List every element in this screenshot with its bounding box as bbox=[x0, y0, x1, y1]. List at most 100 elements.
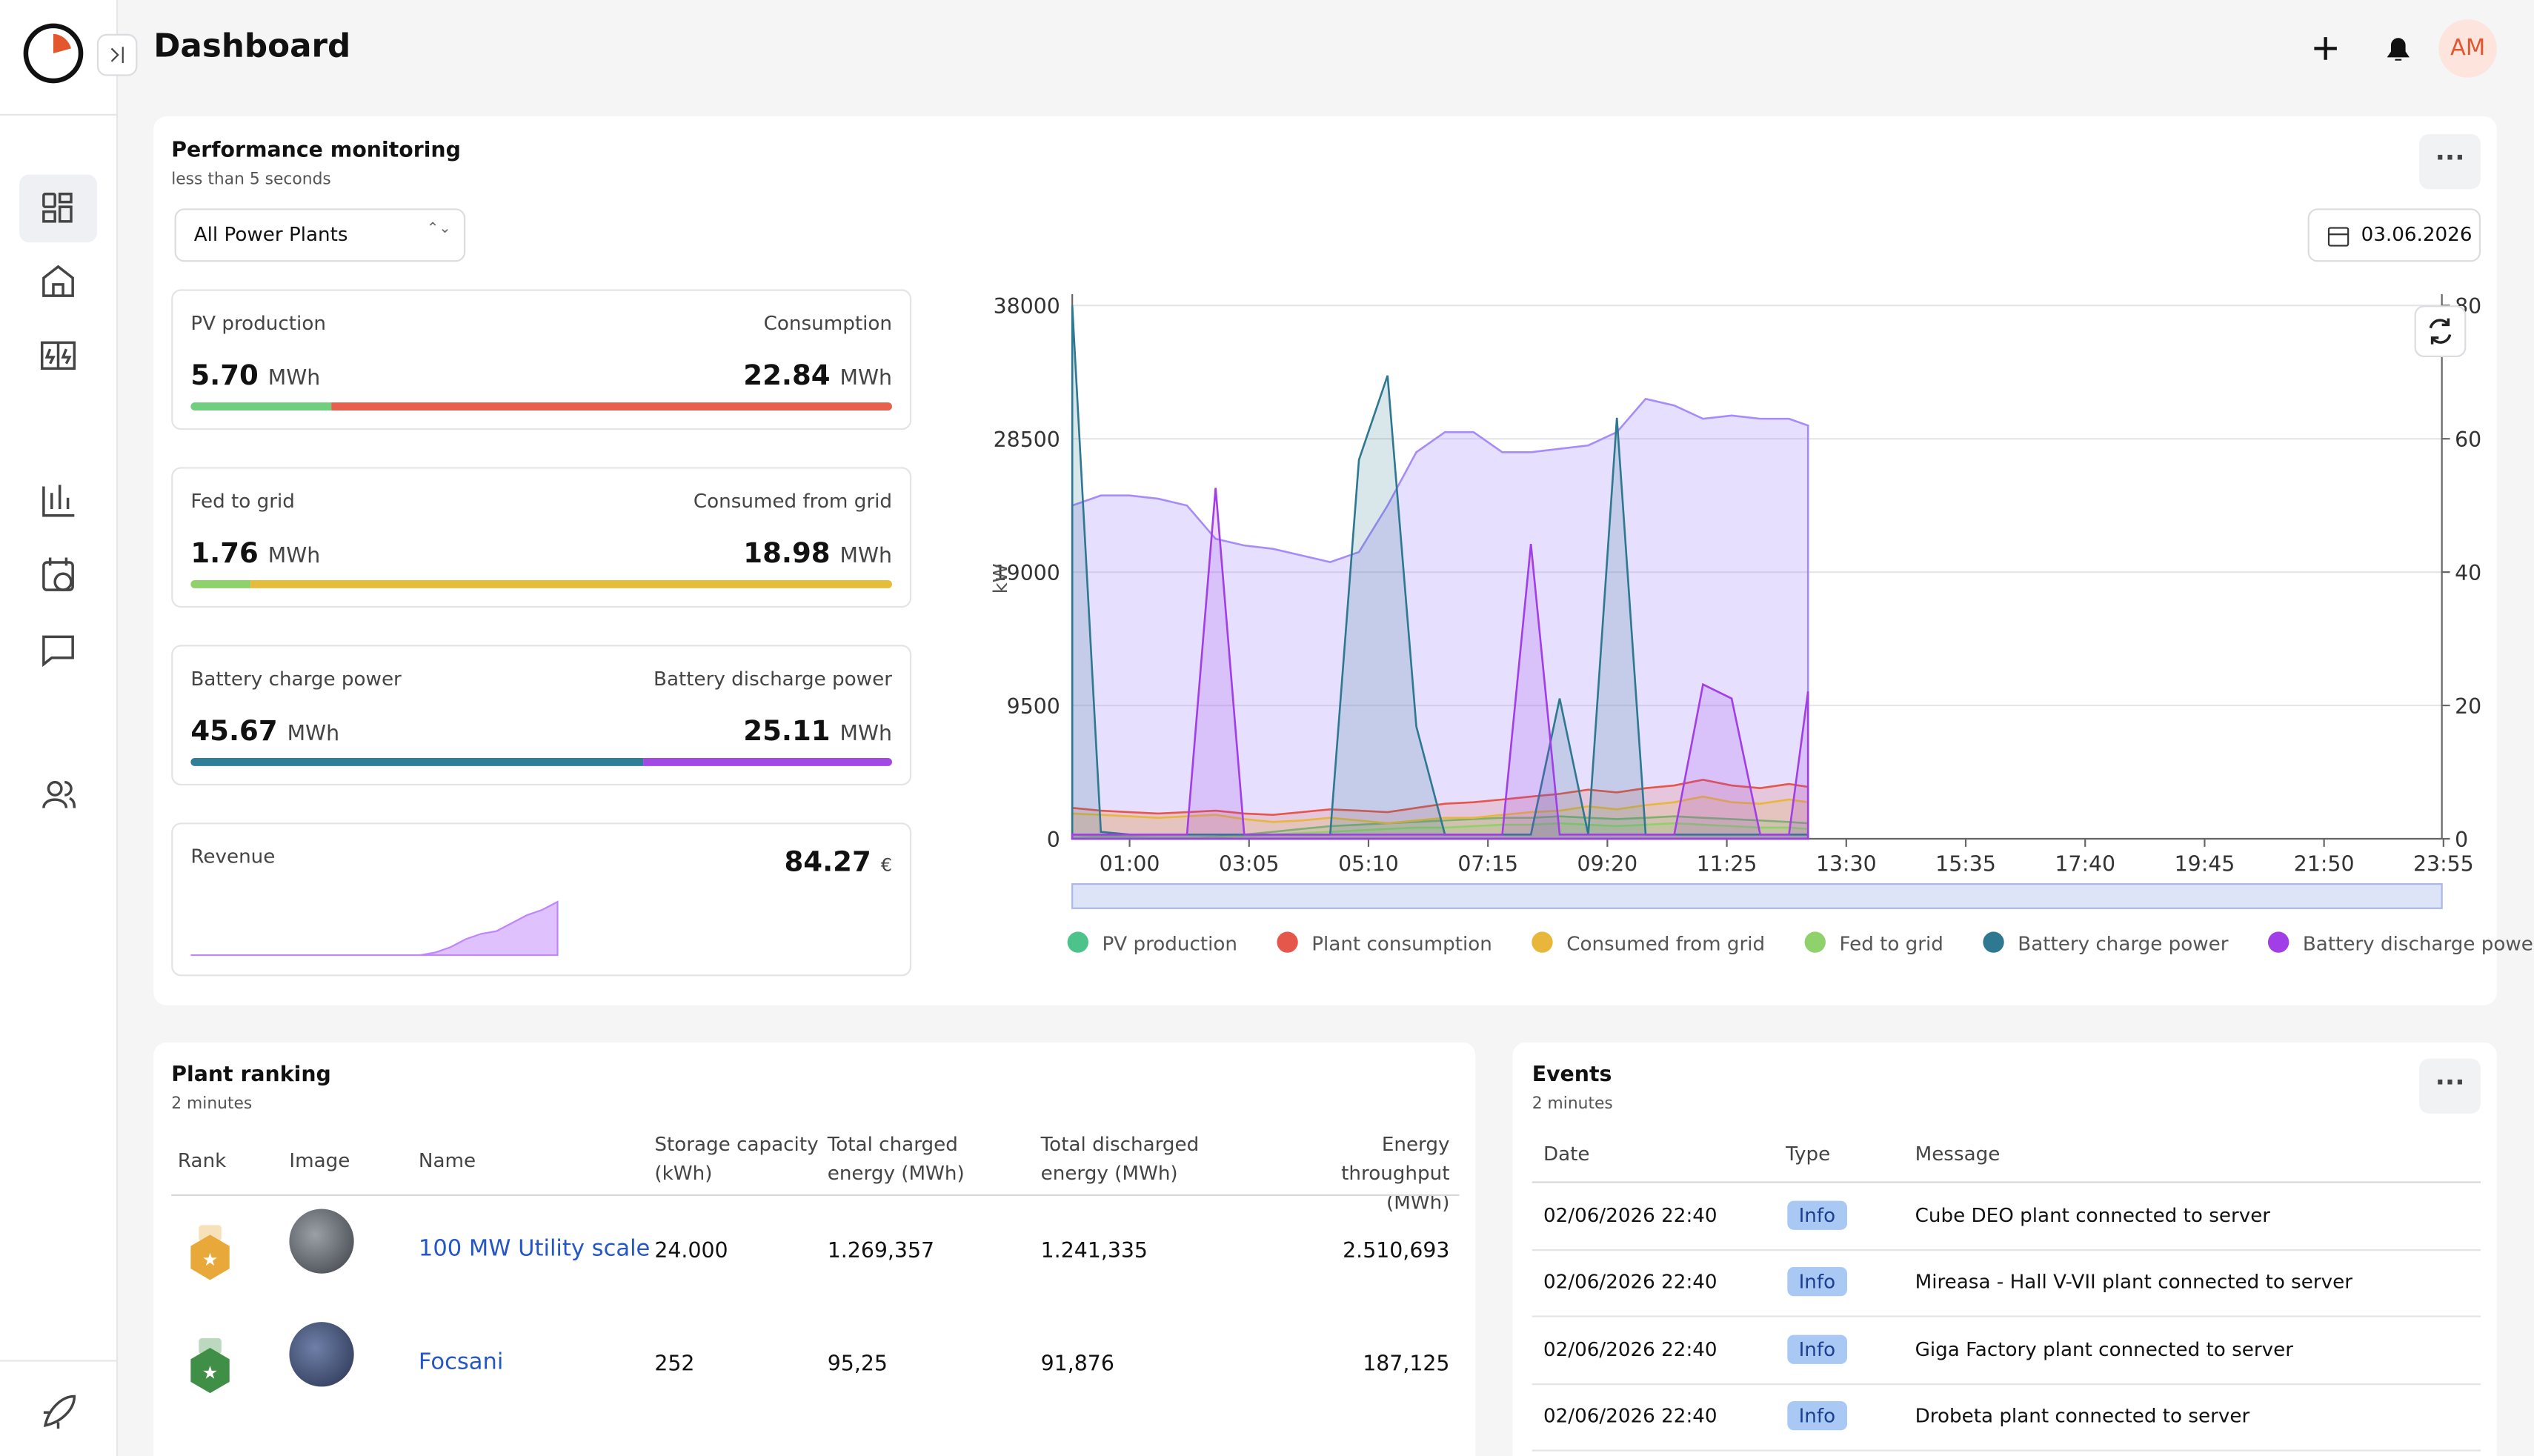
type-badge: Info bbox=[1787, 1200, 1847, 1230]
cell: 02/06/2026 22:40 bbox=[1543, 1203, 1717, 1227]
x-tick-label: 09:20 bbox=[1577, 852, 1638, 877]
kpi-number: 5.70 bbox=[190, 360, 259, 393]
kpi-value: 5.70 MWh bbox=[190, 360, 320, 393]
row-rule bbox=[1532, 1449, 2481, 1452]
cell: 1.241,335 bbox=[1040, 1239, 1148, 1264]
revenue-number: 84.27 bbox=[784, 846, 871, 880]
avatar[interactable]: AM bbox=[2438, 19, 2497, 78]
x-tick-label: 11:25 bbox=[1697, 852, 1757, 877]
kpi-value: 22.84 MWh bbox=[743, 360, 892, 393]
kpi-unit: MWh bbox=[267, 545, 321, 569]
card-subtitle: 2 minutes bbox=[171, 1095, 253, 1114]
nav-schedule[interactable] bbox=[42, 557, 74, 591]
series-area bbox=[1071, 488, 1809, 840]
kpi-number: 45.67 bbox=[190, 716, 278, 748]
nav-users[interactable] bbox=[42, 780, 76, 808]
legend-label: Fed to grid bbox=[1839, 933, 1943, 955]
nav-analytics[interactable] bbox=[42, 485, 75, 517]
column-header: Name bbox=[418, 1148, 476, 1172]
plant-image bbox=[289, 1322, 354, 1387]
kpi-label: Consumed from grid bbox=[693, 489, 892, 513]
select-chevron: ⌃⌄ bbox=[426, 221, 451, 238]
kpi-bar bbox=[330, 402, 892, 411]
cell: 252 bbox=[654, 1352, 695, 1377]
cell: 02/06/2026 22:40 bbox=[1543, 1404, 1717, 1427]
x-tick-label: 21:50 bbox=[2294, 852, 2355, 877]
header-rule bbox=[1532, 1181, 2481, 1183]
revenue-value: 84.27 € bbox=[784, 847, 891, 880]
card-subtitle: 2 minutes bbox=[1532, 1095, 1613, 1114]
plant-select[interactable]: All Power Plants ⌃⌄ bbox=[174, 208, 466, 262]
add-button[interactable] bbox=[2314, 37, 2337, 60]
kpi-value: 45.67 MWh bbox=[190, 716, 339, 748]
nav-launch[interactable] bbox=[43, 1394, 76, 1429]
legend-marker bbox=[1983, 931, 2004, 953]
card-subtitle: less than 5 seconds bbox=[171, 171, 331, 190]
rank-badge: ★ bbox=[186, 1225, 234, 1280]
x-tick-label: 03:05 bbox=[1219, 852, 1280, 877]
kpi-number: 22.84 bbox=[743, 360, 831, 393]
column-header: Total discharged energy (MWh) bbox=[1040, 1132, 1200, 1185]
nav-home[interactable] bbox=[42, 265, 74, 297]
rank-icon: ★ bbox=[190, 1337, 230, 1394]
legend-label: Battery discharge power bbox=[2303, 933, 2534, 955]
column-header: Energy throughput (MWh) bbox=[1341, 1132, 1450, 1214]
card-title: Events bbox=[1532, 1063, 1612, 1088]
kpi-bar bbox=[190, 402, 331, 411]
revenue-label: Revenue bbox=[190, 845, 276, 868]
more-button[interactable]: ··· bbox=[2419, 1058, 2481, 1114]
kpi-number: 18.98 bbox=[743, 538, 831, 571]
legend-marker bbox=[2267, 931, 2289, 953]
y2-tick-label: 0 bbox=[2455, 828, 2468, 852]
y2-tick-label: 40 bbox=[2455, 561, 2481, 585]
x-tick-label: 07:15 bbox=[1457, 852, 1518, 877]
nav-messages[interactable] bbox=[42, 635, 74, 668]
revenue-unit: € bbox=[880, 854, 892, 877]
notifications-button[interactable] bbox=[2387, 38, 2410, 61]
logo[interactable] bbox=[23, 23, 84, 84]
legend-label: PV production bbox=[1103, 933, 1237, 955]
plant-link[interactable]: Focsani bbox=[418, 1349, 504, 1376]
column-header: Date bbox=[1543, 1143, 1590, 1166]
y-tick-label: 28500 bbox=[994, 428, 1060, 452]
x-tick-label: 17:40 bbox=[2055, 852, 2115, 877]
cell: 02/06/2026 22:40 bbox=[1543, 1337, 1717, 1360]
type-badge: Info bbox=[1787, 1400, 1847, 1431]
series-area bbox=[1071, 779, 1809, 840]
row-rule bbox=[1532, 1249, 2481, 1251]
page-title: Dashboard bbox=[153, 25, 351, 65]
y-axis-label: kW bbox=[990, 563, 1012, 594]
rank-icon: ★ bbox=[190, 1225, 230, 1280]
legend-label: Battery charge power bbox=[2018, 933, 2229, 955]
x-tick-label: 19:45 bbox=[2175, 852, 2235, 877]
kpi-label: Fed to grid bbox=[190, 489, 295, 513]
cell: 95,25 bbox=[827, 1352, 888, 1377]
plant-link[interactable]: 100 MW Utility scale bbox=[418, 1236, 651, 1263]
y-tick-label: 38000 bbox=[994, 294, 1060, 319]
kpi-unit: MWh bbox=[839, 722, 892, 747]
select-value: All Power Plants bbox=[193, 222, 348, 246]
zoom-slider bbox=[1071, 882, 2443, 909]
events-card bbox=[1512, 1042, 2497, 1456]
row-rule bbox=[1532, 1383, 2481, 1385]
nav-plants[interactable] bbox=[40, 341, 76, 370]
legend-label: Consumed from grid bbox=[1566, 933, 1765, 955]
refresh-button[interactable] bbox=[2414, 305, 2467, 358]
type-badge: Info bbox=[1787, 1334, 1847, 1363]
y-tick-label: 9500 bbox=[1007, 694, 1060, 719]
revenue-card: Revenue 84.27 € bbox=[171, 822, 912, 977]
more-button[interactable]: ··· bbox=[2419, 134, 2481, 190]
card-title: Plant ranking bbox=[171, 1063, 331, 1088]
legend-marker bbox=[1277, 931, 1298, 953]
cell: 02/06/2026 22:40 bbox=[1543, 1271, 1717, 1294]
date-value: 03.06.2026 bbox=[2361, 222, 2473, 246]
date-picker[interactable]: 03.06.2026 bbox=[2307, 208, 2481, 262]
x-tick-label: 01:00 bbox=[1100, 852, 1160, 877]
kpi-card: Fed to grid Consumed from grid 1.76 MWh 18.… bbox=[171, 467, 912, 608]
cell: Cube DEO plant connected to server bbox=[1915, 1203, 2271, 1227]
sidebar bbox=[0, 0, 119, 1456]
nav-dashboard[interactable] bbox=[42, 192, 73, 223]
collapse-button[interactable] bbox=[96, 33, 138, 76]
